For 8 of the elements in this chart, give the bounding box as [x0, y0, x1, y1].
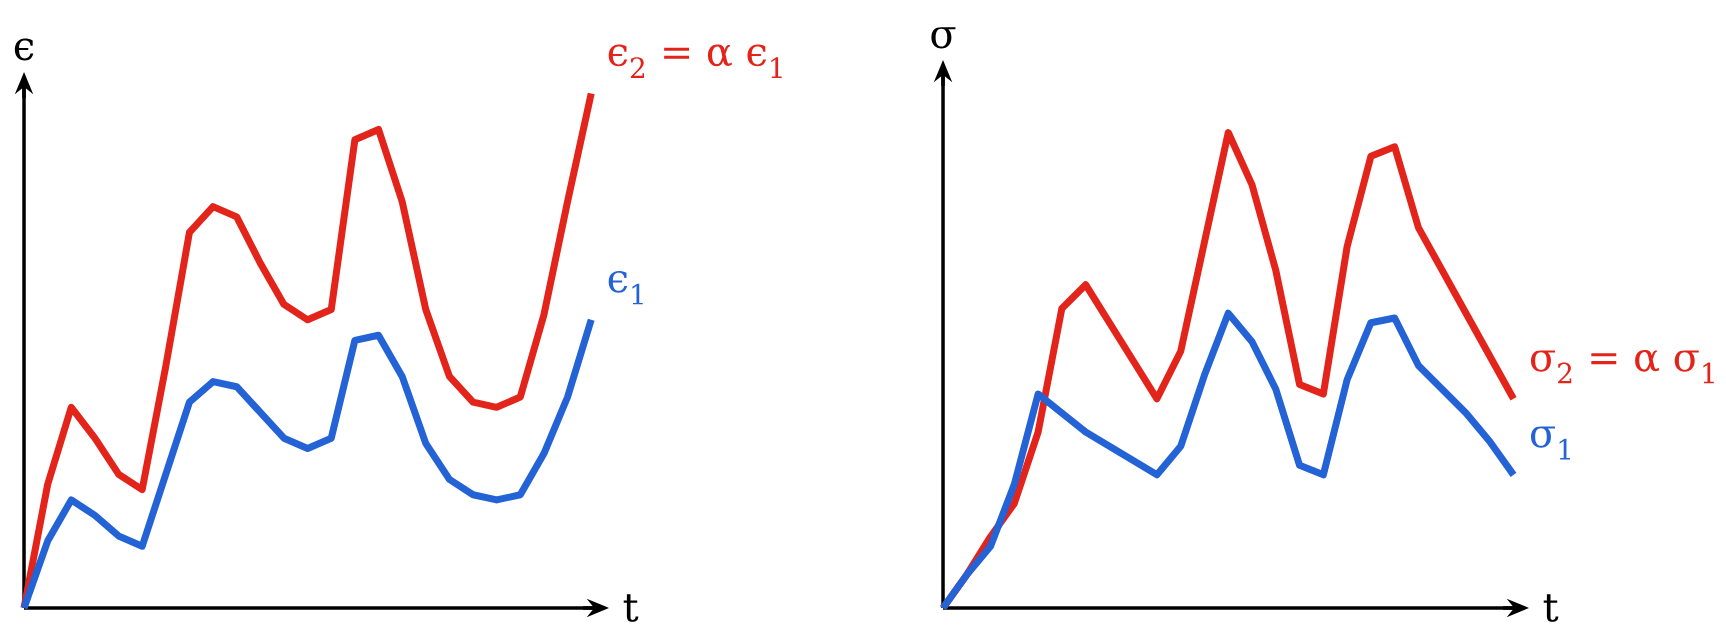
- series-label: ϵ$_{2}$ = α ϵ$_{1}$: [608, 44, 782, 78]
- y-axis-title: ϵ: [14, 38, 34, 61]
- series-label: σ$_{2}$ = α σ$_{1}$: [1530, 349, 1714, 384]
- y-axis-title: σ: [931, 27, 956, 49]
- x-axis-title: t: [1543, 594, 1559, 622]
- series-label: ϵ$_{1}$: [608, 270, 643, 305]
- series-label: σ$_{1}$: [1530, 426, 1570, 460]
- x-axis-title: t: [623, 594, 639, 622]
